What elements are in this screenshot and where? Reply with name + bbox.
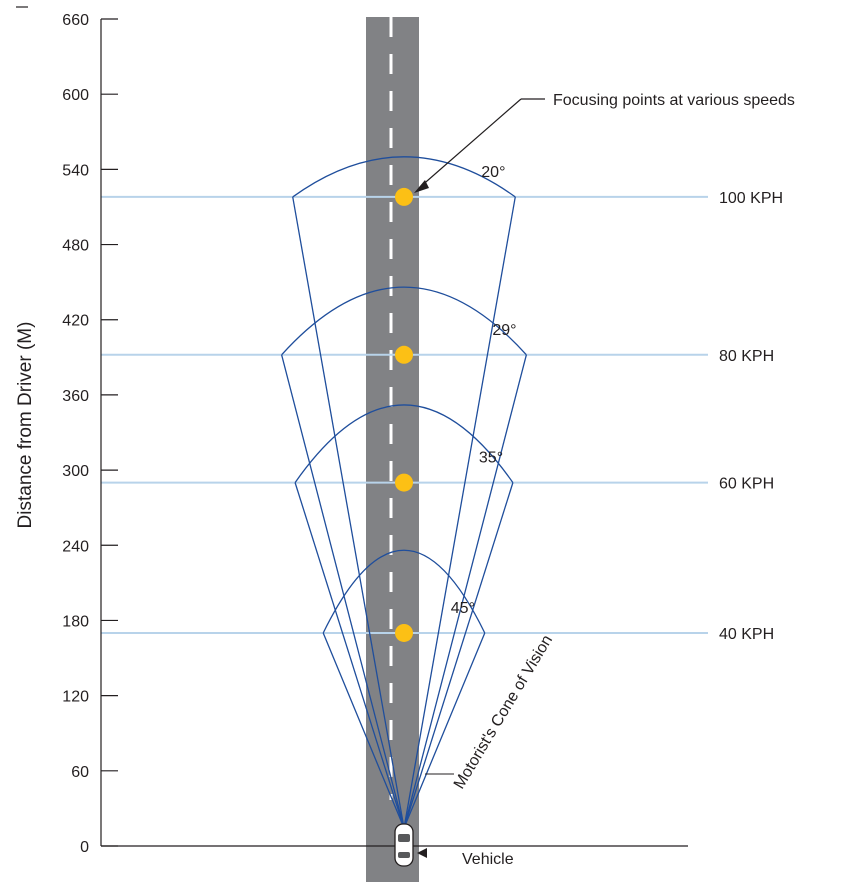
cone-edge-left	[292, 196, 405, 829]
cone-arc	[281, 286, 527, 356]
y-tick-label: 660	[62, 12, 89, 29]
car-windshield	[398, 834, 410, 842]
focus-point	[395, 623, 413, 642]
car-icon	[394, 823, 414, 867]
y-axis-title: Distance from Driver (M)	[15, 322, 36, 529]
y-tick-label: 480	[62, 238, 89, 255]
speed-label: 100 KPH	[719, 190, 783, 207]
cone-arc	[294, 404, 514, 483]
y-tick-label: 360	[62, 388, 89, 405]
cone-of-vision-annotation: Motorist's Cone of Vision	[451, 632, 556, 792]
vehicle-annotation: Vehicle	[462, 851, 514, 868]
vehicle-arrow-head	[417, 848, 427, 858]
y-tick-label: 180	[62, 613, 89, 630]
speed-label: 40 KPH	[719, 626, 774, 643]
annotation-arrow-line	[418, 98, 522, 189]
cone-edge-left	[280, 354, 405, 829]
vision-cones	[280, 156, 528, 829]
road	[366, 17, 419, 882]
y-tick-label: 540	[62, 162, 89, 179]
car-rear-window	[398, 852, 410, 858]
focus-points-annotation: Focusing points at various speeds	[553, 92, 795, 109]
cone-arc	[292, 156, 516, 198]
y-tick-label: 60	[71, 764, 89, 781]
y-tick-label: 300	[62, 463, 89, 480]
car-body	[394, 823, 414, 867]
annotation-arrow-head	[414, 180, 429, 193]
focus-points	[395, 187, 413, 642]
y-tick-label: 420	[62, 313, 89, 330]
cone-arc	[322, 549, 486, 634]
y-tick-label: 0	[80, 839, 89, 856]
cone-edge-right	[403, 354, 528, 829]
angle-label: 20°	[481, 164, 505, 181]
y-tick-label: 240	[62, 538, 89, 555]
angle-label: 29°	[492, 322, 516, 339]
focus-point	[395, 187, 413, 206]
y-axis: 0 60 120 180 240 300 360 420 480 540 600 660	[62, 12, 688, 856]
angle-label: 35°	[479, 450, 503, 467]
y-tick-label: 120	[62, 689, 89, 706]
cone-edge-left	[294, 482, 405, 829]
cone-edge-right	[403, 196, 516, 829]
cone-edge-right	[403, 482, 514, 829]
angle-label: 45°	[451, 600, 475, 617]
speed-label: 80 KPH	[719, 348, 774, 365]
vehicle	[16, 6, 427, 867]
cone-edge-left	[322, 632, 405, 829]
focus-point	[395, 345, 413, 364]
cone-edge-right	[403, 632, 486, 829]
speed-label: 60 KPH	[719, 476, 774, 493]
y-tick-label: 600	[62, 87, 89, 104]
focus-point	[395, 473, 413, 492]
